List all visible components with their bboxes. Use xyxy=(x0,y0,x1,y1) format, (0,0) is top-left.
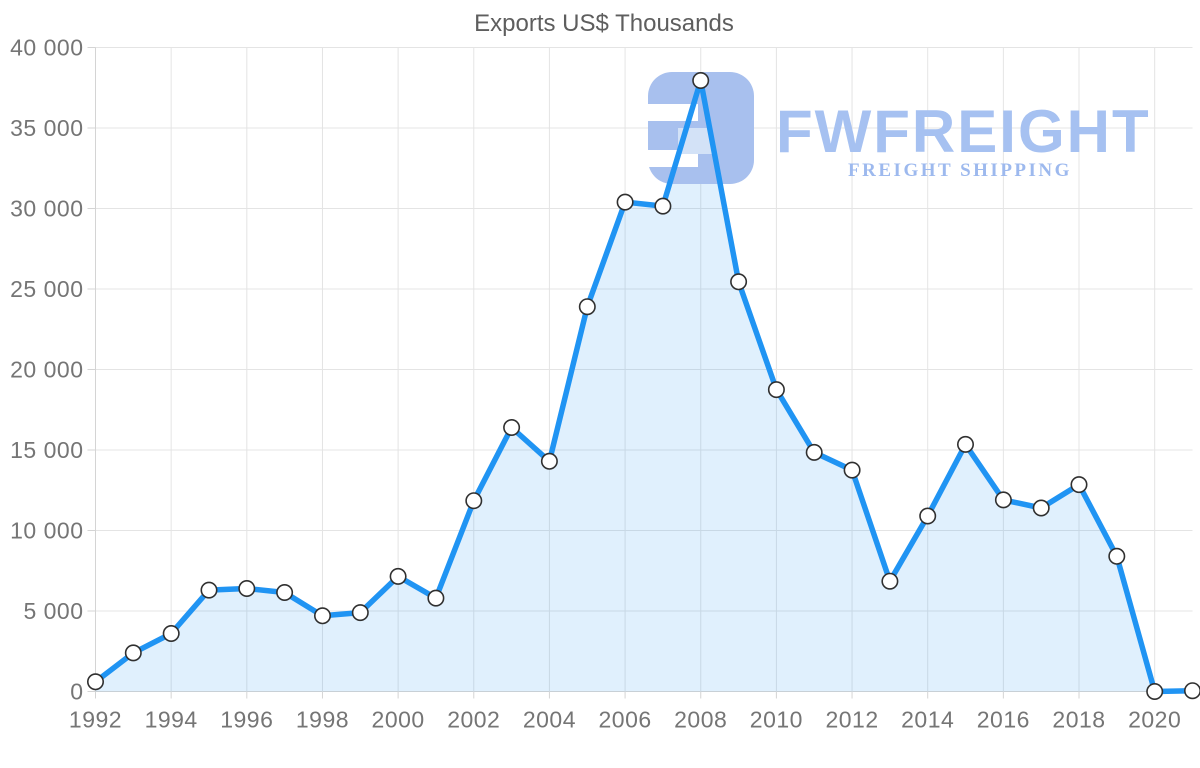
series-area-layer xyxy=(95,80,1193,692)
x-axis-label: 2018 xyxy=(1052,707,1105,733)
data-point-marker xyxy=(1146,682,1164,700)
series-area xyxy=(95,80,1193,692)
y-axis-label: 5 000 xyxy=(23,598,83,624)
x-axis-label: 1992 xyxy=(69,707,122,733)
watermark-logo: FWFREIGHT FREIGHT SHIPPING xyxy=(646,72,1151,184)
data-point-marker xyxy=(692,72,710,90)
x-axis-label: 2004 xyxy=(523,707,576,733)
data-point-marker xyxy=(994,491,1012,509)
x-axis-label: 2010 xyxy=(750,707,803,733)
data-point-marker xyxy=(124,644,142,662)
y-axis-label: 25 000 xyxy=(10,276,83,302)
y-axis-label: 0 xyxy=(70,679,83,705)
data-point-marker xyxy=(881,572,899,590)
y-axis-label: 30 000 xyxy=(10,196,83,222)
chart-title: Exports US$ Thousands xyxy=(474,10,734,37)
x-axis-label: 2000 xyxy=(372,707,425,733)
data-point-marker xyxy=(767,381,785,399)
data-point-marker xyxy=(1070,476,1088,494)
y-axis-label: 10 000 xyxy=(10,518,83,544)
data-point-marker xyxy=(1032,499,1050,517)
data-point-marker xyxy=(162,624,180,642)
data-point-marker xyxy=(87,673,105,691)
data-point-marker xyxy=(956,435,974,453)
brand-glyph-notch-bottom xyxy=(646,150,698,167)
x-axis-label: 2014 xyxy=(901,707,954,733)
data-point-marker xyxy=(578,298,596,316)
data-point-marker xyxy=(465,492,483,510)
data-point-marker xyxy=(730,273,748,291)
brand-name: FWFREIGHT xyxy=(776,98,1151,165)
data-point-marker xyxy=(427,589,445,607)
data-point-marker xyxy=(1108,547,1126,565)
data-point-marker xyxy=(238,579,256,597)
x-axis-label: 1998 xyxy=(296,707,349,733)
data-point-marker xyxy=(654,197,672,215)
y-axis-label: 40 000 xyxy=(10,35,83,61)
y-axis-label: 35 000 xyxy=(10,115,83,141)
x-axis-label: 2008 xyxy=(674,707,727,733)
y-axis-label: 15 000 xyxy=(10,437,83,463)
brand-glyph-notch-top xyxy=(646,104,698,121)
x-axis-label: 2006 xyxy=(599,707,652,733)
data-point-marker xyxy=(616,193,634,211)
brand-tagline: FREIGHT SHIPPING xyxy=(848,160,1072,181)
brand-glyph-icon xyxy=(646,72,754,184)
grid-layer: 0 5 000 10 000 15 000 20 000 25 000 30 000 35 0… xyxy=(10,35,1193,733)
x-axis-label: 2012 xyxy=(825,707,878,733)
x-axis-label: 2020 xyxy=(1128,707,1181,733)
x-axis-label: 1996 xyxy=(220,707,273,733)
data-point-marker xyxy=(389,567,407,585)
data-point-layer xyxy=(87,72,1200,700)
data-point-marker xyxy=(276,583,294,601)
x-axis-label: 1994 xyxy=(145,707,198,733)
data-point-marker xyxy=(351,604,369,622)
data-point-marker xyxy=(1184,682,1200,700)
data-point-marker xyxy=(843,461,861,479)
data-point-marker xyxy=(503,418,521,436)
data-point-marker xyxy=(540,452,558,470)
y-axis-label: 20 000 xyxy=(10,357,83,383)
data-point-marker xyxy=(919,507,937,525)
x-axis-label: 2002 xyxy=(447,707,500,733)
x-axis-label: 2016 xyxy=(977,707,1030,733)
data-point-marker xyxy=(805,443,823,461)
data-point-marker xyxy=(200,581,218,599)
data-point-marker xyxy=(313,607,331,625)
